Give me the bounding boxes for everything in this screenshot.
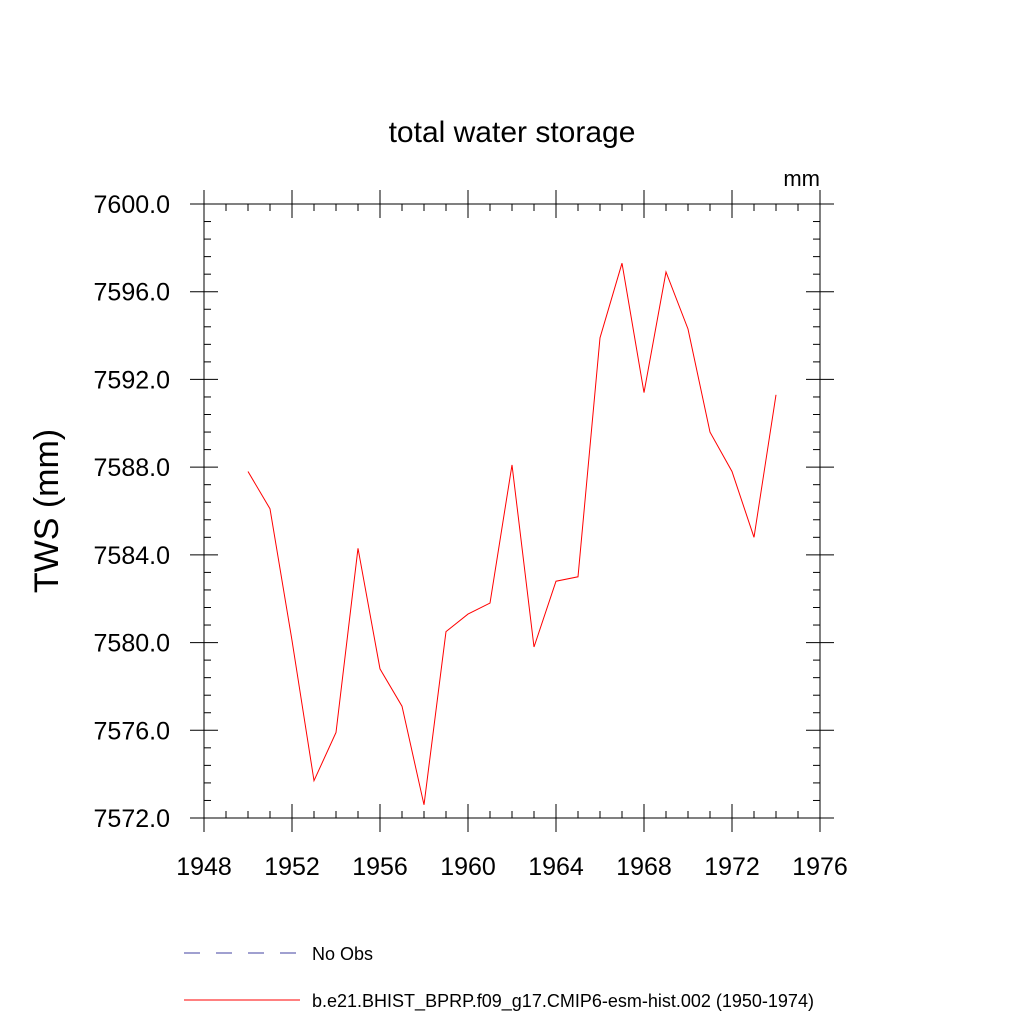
y-tick-label: 7580.0 <box>94 630 170 658</box>
y-tick-label: 7596.0 <box>94 279 170 307</box>
y-tick-label: 7584.0 <box>94 542 170 570</box>
chart-title: total water storage <box>389 116 636 149</box>
x-tick-label: 1960 <box>440 853 496 881</box>
x-tick-label: 1948 <box>176 853 232 881</box>
ticks: 1948 1952 1956 1960 1964 1968 1972 1976 7572.0 75… <box>94 190 848 881</box>
y-axis-label: TWS (mm) <box>28 429 66 593</box>
y-tick-label: 7588.0 <box>94 454 170 482</box>
y-tick-label: 7572.0 <box>94 805 170 833</box>
x-tick-label: 1968 <box>616 853 672 881</box>
y-tick-label: 7600.0 <box>94 191 170 219</box>
legend-label-0: No Obs <box>312 944 373 964</box>
x-tick-label: 1976 <box>792 853 848 881</box>
series-line-0 <box>247 263 777 805</box>
x-tick-label: 1956 <box>352 853 408 881</box>
x-tick-label: 1952 <box>264 853 320 881</box>
legend-label-1: b.e21.BHIST_BPRP.f09_g17.CMIP6-esm-hist.… <box>312 991 814 1012</box>
series-lines <box>247 263 777 805</box>
x-tick-label: 1972 <box>704 853 760 881</box>
y-tick-label: 7592.0 <box>94 366 170 394</box>
units-label: mm <box>783 166 820 191</box>
y-tick-label: 7576.0 <box>94 717 170 745</box>
plot-frame <box>203 203 821 819</box>
x-tick-label: 1964 <box>528 853 584 881</box>
legend: No Obs b.e21.BHIST_BPRP.f09_g17.CMIP6-esm… <box>184 944 814 1012</box>
